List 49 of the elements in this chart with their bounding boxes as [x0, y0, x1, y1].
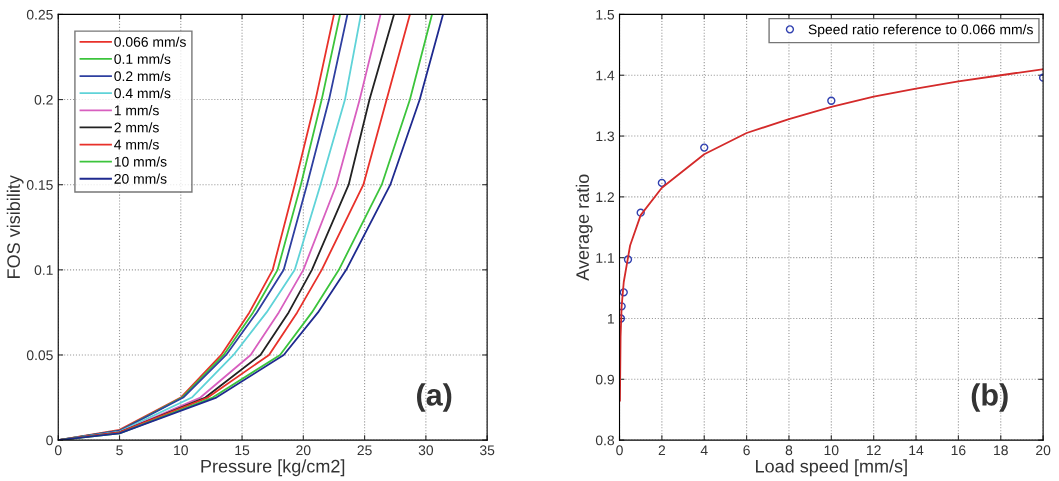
- x-tick-label: 14: [909, 445, 924, 456]
- x-tick-label: 30: [418, 445, 434, 456]
- x-tick-label: 35: [479, 445, 495, 456]
- y-tick-label: 1.1: [596, 253, 614, 263]
- y-tick-label: 1.2: [596, 192, 614, 202]
- x-tick-label: 5: [116, 445, 123, 456]
- x-tick-label: 18: [994, 445, 1008, 456]
- y-tick-label: 0.1: [34, 265, 53, 276]
- y-tick-label: 0.2: [34, 94, 53, 105]
- x-tick-label: 0: [54, 445, 62, 456]
- y-axis-title: Average ratio: [575, 174, 593, 281]
- legend-label: 0.4 mm/s: [114, 87, 171, 99]
- legend-label: 0.1 mm/s: [114, 53, 171, 64]
- legend-label: 1 mm/s: [114, 105, 159, 116]
- legend-label: 4 mm/s: [114, 139, 159, 150]
- legend-label: 20 mm/s: [114, 173, 167, 184]
- x-tick-label: 12: [867, 445, 881, 456]
- legend-label: 10 mm/s: [114, 156, 167, 167]
- y-tick-label: 1: [607, 313, 614, 324]
- legend-label: 0.066 mm/s: [114, 36, 186, 47]
- y-tick-label: 1.5: [596, 9, 615, 20]
- y-tick-label: 1.4: [596, 70, 615, 81]
- x-tick-label: 8: [785, 445, 793, 456]
- y-tick-label: 1.3: [596, 131, 615, 142]
- x-tick-label: 20: [1036, 445, 1051, 456]
- y-tick-label: 0.15: [26, 180, 53, 190]
- x-axis-title: Pressure [kg/cm2]: [201, 459, 345, 477]
- y-tick-label: 0.05: [26, 350, 53, 361]
- y-axis-title: FOS visibility: [6, 175, 24, 278]
- x-tick-label: 6: [743, 445, 750, 456]
- legend-label: 0.2 mm/s: [114, 70, 171, 82]
- annotation: (a): [417, 383, 452, 412]
- x-axis-title: Load speed [mm/s]: [756, 459, 907, 477]
- x-tick-label: 0: [616, 445, 623, 456]
- y-tick-label: 0.8: [595, 435, 615, 446]
- y-tick-label: 0: [46, 435, 53, 446]
- x-tick-label: 20: [296, 445, 311, 456]
- x-tick-label: 4: [700, 445, 708, 456]
- x-tick-label: 10: [824, 445, 839, 456]
- x-tick-label: 16: [951, 445, 966, 456]
- annotation: (b): [971, 383, 1008, 412]
- y-tick-label: 0.9: [595, 374, 614, 385]
- x-tick-label: 15: [235, 445, 250, 456]
- legend-label: 2 mm/s: [114, 122, 159, 133]
- x-tick-label: 2: [658, 445, 666, 456]
- y-tick-label: 0.25: [26, 9, 53, 20]
- legend-label: Speed ratio reference to 0.066 mm/s: [808, 24, 1033, 38]
- x-tick-label: 10: [174, 445, 188, 456]
- x-tick-label: 25: [357, 445, 372, 456]
